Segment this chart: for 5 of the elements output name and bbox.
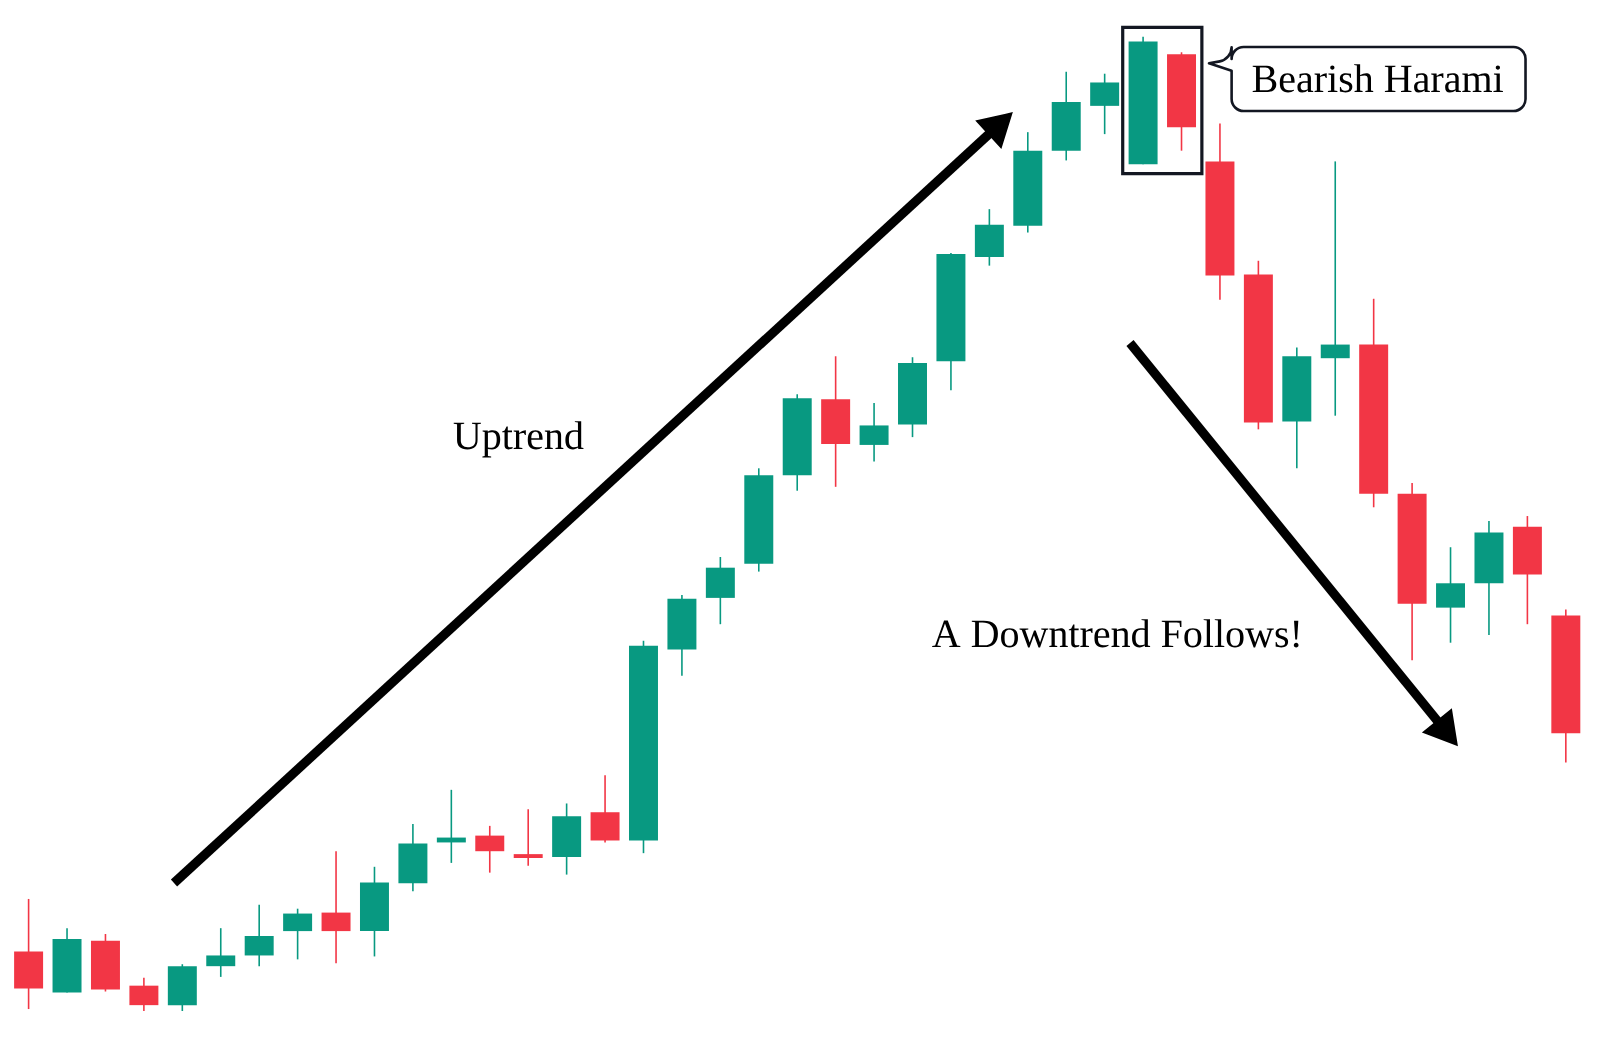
candlestick: [1320, 160, 1350, 417]
annotation: A Downtrend Follows!: [932, 619, 1299, 648]
annotation: Bearish Harami: [1252, 64, 1503, 93]
annotation: Uptrend: [453, 421, 584, 458]
candlestick: [513, 808, 543, 867]
